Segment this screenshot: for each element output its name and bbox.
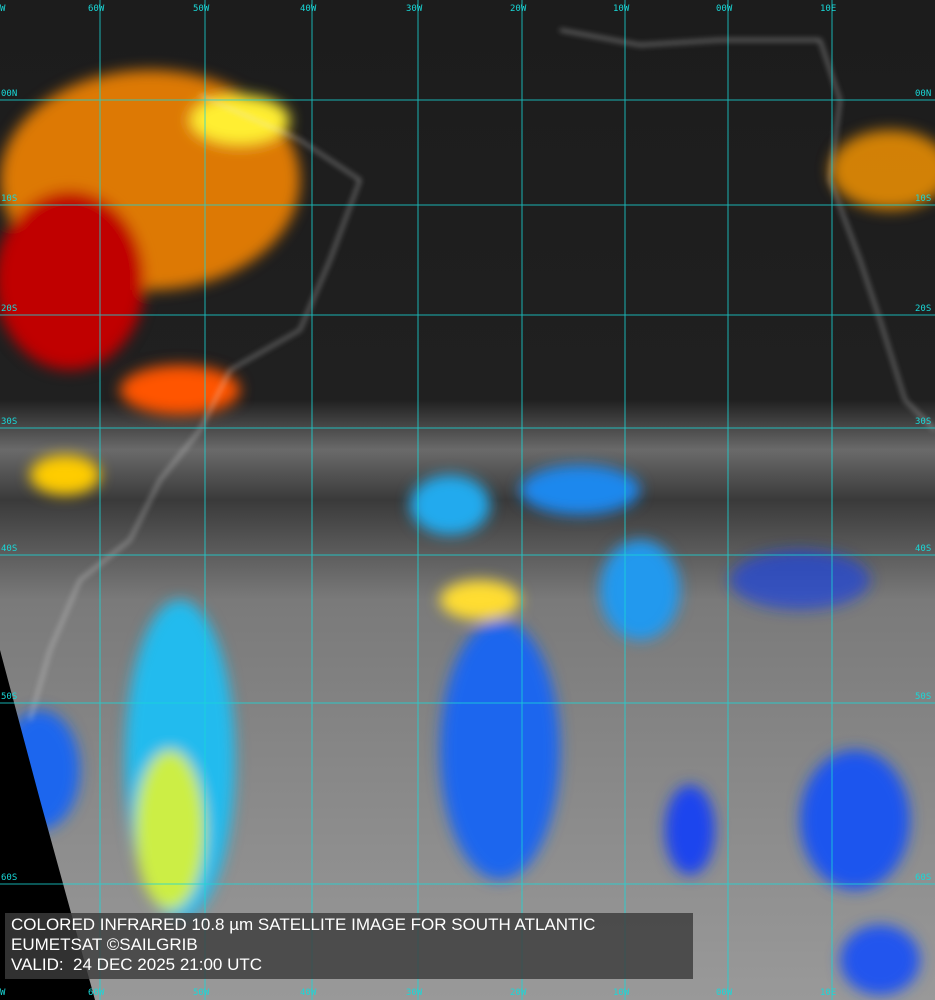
longitude-label: 10E <box>820 988 837 998</box>
longitude-label: 00W <box>716 988 733 998</box>
latitude-label: 00N <box>915 89 932 99</box>
longitude-label: 60W <box>88 4 105 14</box>
image-caption: COLORED INFRARED 10.8 µm SATELLITE IMAGE… <box>5 913 693 979</box>
latitude-label: 10S <box>1 194 18 204</box>
latitude-label: 30S <box>915 417 932 427</box>
longitude-label: 10W <box>613 4 630 14</box>
latitude-label: 00N <box>1 89 18 99</box>
latitude-label: 60S <box>1 873 18 883</box>
longitude-label: 30W <box>406 4 423 14</box>
latitude-label: 50S <box>915 692 932 702</box>
longitude-label: W <box>0 4 6 14</box>
longitude-label: W <box>0 988 6 998</box>
latitude-label: 20S <box>915 304 932 314</box>
caption-credit: EUMETSAT ©SAILGRIB <box>11 935 198 954</box>
longitude-label: 40W <box>300 4 317 14</box>
longitude-label: 40W <box>300 988 317 998</box>
longitude-label: 50W <box>193 4 210 14</box>
latitude-label: 60S <box>915 873 932 883</box>
latitude-label: 40S <box>1 544 18 554</box>
latitude-label: 30S <box>1 417 18 427</box>
caption-valid-time: VALID: 24 DEC 2025 21:00 UTC <box>11 955 263 974</box>
longitude-label: 10W <box>613 988 630 998</box>
caption-title: COLORED INFRARED 10.8 µm SATELLITE IMAGE… <box>11 915 596 934</box>
longitude-label: 20W <box>510 4 527 14</box>
latitude-label: 40S <box>915 544 932 554</box>
longitude-label: 10E <box>820 4 837 14</box>
cloud-masses <box>0 70 935 995</box>
longitude-label: 60W <box>88 988 105 998</box>
latitude-label: 20S <box>1 304 18 314</box>
longitude-label: 50W <box>193 988 210 998</box>
latitude-label: 50S <box>1 692 18 702</box>
longitude-label: 20W <box>510 988 527 998</box>
latitude-label: 10S <box>915 194 932 204</box>
longitude-label: 00W <box>716 4 733 14</box>
night-mask <box>0 650 95 1000</box>
longitude-label: 30W <box>406 988 423 998</box>
